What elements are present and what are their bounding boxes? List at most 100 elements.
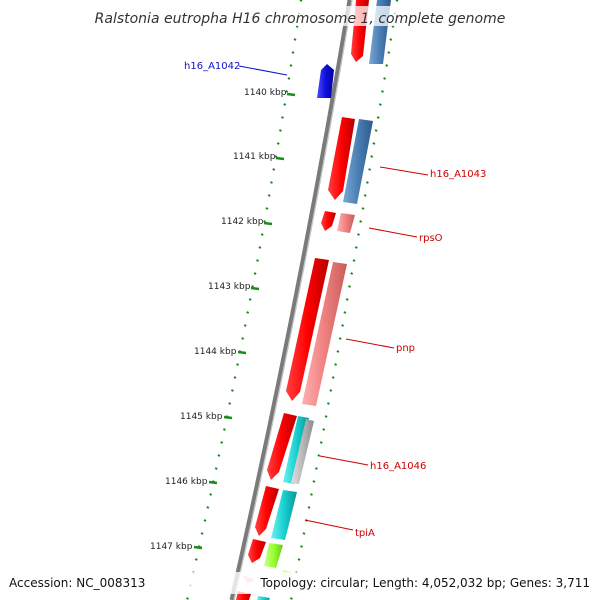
gene-arrow[interactable] xyxy=(286,258,329,401)
map-title: Ralstonia eutropha H16 chromosome 1, com… xyxy=(95,11,506,27)
feature-bar[interactable] xyxy=(337,213,355,233)
gene-label-rpso[interactable]: rpsO xyxy=(419,233,443,244)
tick-mark xyxy=(352,259,356,262)
tick-mark xyxy=(322,428,326,431)
gene-arrow[interactable] xyxy=(317,64,334,98)
feature-bar[interactable] xyxy=(291,419,314,484)
gene-label-tpia[interactable]: tpiA xyxy=(355,528,375,539)
feature-bar[interactable] xyxy=(283,416,309,484)
tick-mark xyxy=(267,194,271,197)
tick-labels: 1140 kbp 1141 kbp 1142 kbp 1143 kbp 1144… xyxy=(150,88,287,552)
tick-mark xyxy=(350,272,354,275)
tick-mark xyxy=(260,233,264,236)
tick-mark xyxy=(361,207,365,210)
feature-bar[interactable] xyxy=(271,490,297,540)
gene-arrow[interactable] xyxy=(267,413,297,480)
leader-line xyxy=(379,166,429,176)
tick-mark xyxy=(285,90,289,93)
tick-mark xyxy=(209,493,213,496)
chromosome-backbone xyxy=(229,0,353,600)
tick-mark xyxy=(217,454,221,457)
tick-label: 1145 kbp xyxy=(180,412,223,422)
gene-arrow[interactable] xyxy=(255,486,279,536)
tick-mark xyxy=(385,64,389,67)
tick-mark xyxy=(357,233,360,236)
tick-mark xyxy=(372,142,376,145)
tick-mark xyxy=(222,428,226,431)
tick-mark xyxy=(302,532,306,535)
tick-mark xyxy=(338,337,342,340)
tick-mark xyxy=(228,402,232,405)
tick-label: 1142 kbp xyxy=(221,217,264,227)
tick-mark xyxy=(343,311,347,314)
feature-bar[interactable] xyxy=(257,596,270,600)
tick-mark xyxy=(374,129,378,132)
gene-label-h16-a1043[interactable]: h16_A1043 xyxy=(430,169,486,180)
gene-track-reverse xyxy=(236,0,369,600)
tick-mark xyxy=(314,467,318,470)
tick-label: 1146 kbp xyxy=(165,477,208,487)
tick-mark xyxy=(307,506,311,509)
tick-mark xyxy=(200,532,204,535)
gene-arrow[interactable] xyxy=(321,211,336,231)
tick-mark xyxy=(258,246,262,249)
title-backdrop xyxy=(95,6,505,26)
tick-mark xyxy=(291,51,295,54)
feature-bar[interactable] xyxy=(302,262,347,406)
tick-mark xyxy=(265,207,269,210)
tick-mark xyxy=(391,25,395,28)
tick-mark xyxy=(345,298,349,301)
leader-line xyxy=(304,519,354,531)
gene-label-h16-a1042[interactable]: h16_A1042 xyxy=(184,61,240,72)
tick-mark xyxy=(395,0,399,2)
tick-mark xyxy=(278,129,282,132)
tick-mark xyxy=(341,324,345,327)
tick-label: 1141 kbp xyxy=(233,152,276,162)
tick-mark xyxy=(354,246,358,249)
gene-arrow[interactable] xyxy=(328,117,355,200)
tick-mark xyxy=(378,103,382,106)
gene-labels: h16_A1042 h16_A1043 rpsO pnp h16_A1046 t… xyxy=(184,61,486,539)
tick-mark xyxy=(376,116,380,119)
accession-text: Accession: NC_008313 xyxy=(9,576,145,590)
tick-mark xyxy=(319,441,323,444)
tick-mark xyxy=(243,324,247,327)
tick-mark xyxy=(310,493,313,496)
tick-mark xyxy=(251,285,255,288)
tick-mark xyxy=(312,480,316,483)
tick-mark xyxy=(276,142,280,145)
tick-mark xyxy=(203,519,207,522)
tick-mark xyxy=(317,454,321,457)
gene-arrow[interactable] xyxy=(248,539,266,563)
chromosome-backbone-highlight xyxy=(233,0,353,600)
major-ticks xyxy=(193,92,296,550)
gene-label-h16-a1046[interactable]: h16_A1046 xyxy=(370,461,426,472)
leader-line xyxy=(238,65,288,76)
leader-line xyxy=(319,455,369,466)
tick-mark xyxy=(256,259,259,262)
tick-mark xyxy=(253,272,257,275)
tick-mark xyxy=(383,77,387,80)
feature-bar[interactable] xyxy=(343,119,373,204)
topology-text: Topology: circular; Length: 4,052,032 bp… xyxy=(259,576,590,590)
tick-mark xyxy=(300,545,303,548)
tick-mark xyxy=(299,0,303,2)
tick-mark xyxy=(297,558,301,561)
feature-bar[interactable] xyxy=(264,543,283,568)
tick-mark xyxy=(272,168,276,171)
tick-mark xyxy=(263,220,267,223)
gene-label-pnp[interactable]: pnp xyxy=(396,343,415,354)
tick-mark xyxy=(370,155,374,158)
tick-label: 1147 kbp xyxy=(150,542,193,552)
tick-mark xyxy=(365,181,369,184)
tick-mark xyxy=(283,103,287,106)
tick-mark xyxy=(329,389,333,392)
tick-mark xyxy=(293,38,297,41)
tick-label: 1143 kbp xyxy=(208,282,251,292)
footer-backdrop xyxy=(0,572,600,594)
tick-mark xyxy=(381,90,384,93)
tick-mark xyxy=(220,441,224,444)
tick-mark xyxy=(295,25,299,28)
tick-mark xyxy=(336,350,340,353)
